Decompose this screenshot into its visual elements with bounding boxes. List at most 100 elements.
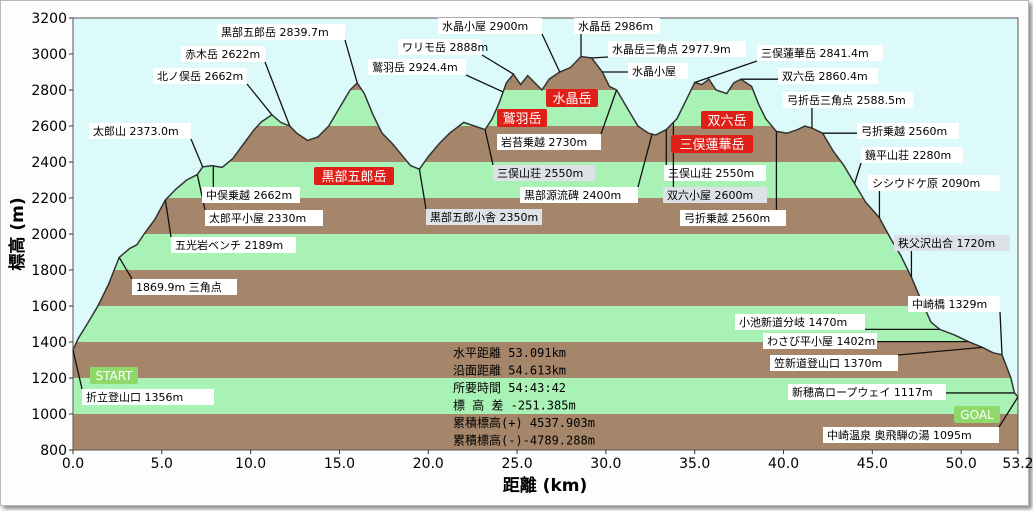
annotation-box [153, 68, 247, 84]
annotation-group: 水晶小屋 [602, 63, 688, 79]
annotation-box [438, 18, 542, 34]
annotation-box [497, 134, 601, 150]
annotation-box [663, 187, 767, 203]
annotation-group: 中崎温泉 奥飛騨の湯 1095m [823, 396, 1019, 443]
annotation-group: 鷲羽岳 2924.4m [368, 59, 504, 93]
annotation-box [398, 39, 482, 55]
x-tick-label: 35.0 [679, 456, 710, 472]
peak-highlight-label: 水晶岳 [546, 89, 598, 107]
annotation-label: 折立登山口 1356m [86, 390, 183, 404]
annotation-box [89, 123, 191, 139]
annotation-label: わさび平小屋 1402m [767, 335, 875, 348]
goal-box [954, 406, 1000, 423]
annotations: 折立登山口 1356m 1869.9m 三角点 五光岩ベンチ 2189m 太郎平小屋 … [72, 18, 1019, 443]
annotation-group: 双六小屋 2600m [663, 122, 767, 203]
annotation-box [664, 165, 766, 181]
stats-line: 沿面距離 54.613km [453, 364, 566, 378]
annotation-group: 1869.9m 三角点 [118, 257, 237, 295]
leader-line [465, 74, 504, 93]
annotation-group: 中崎橋 1329m [908, 296, 1003, 355]
annotation-label: 小池新道分岐 1470m [739, 315, 847, 329]
annotation-box [574, 18, 660, 34]
leader-line [484, 129, 494, 166]
annotation-group: 秩父沢出合 1720m [894, 235, 1010, 278]
annotation-box [680, 210, 786, 226]
annotation-group: 笠新道登山口 1370m [770, 346, 983, 371]
annotation-group: 鏡平山荘 2280m [853, 147, 963, 184]
start-box [90, 367, 138, 384]
annotation-label: 中崎温泉 奥飛騨の湯 1095m [827, 428, 972, 442]
annotation-group: 北ノ俣岳 2662m [153, 68, 273, 116]
peak-highlight-text: 三俣蓮華岳 [679, 138, 744, 153]
leader-line [600, 89, 618, 135]
annotation-label: 北ノ俣岳 2662m [157, 69, 243, 83]
x-tick-label: 30.0 [590, 456, 621, 472]
peak-highlight-text: 黒部五郎岳 [321, 170, 386, 185]
stats-line: 水平距離 53.091km [453, 346, 566, 360]
annotation-group: 黒部源流碑 2400m [520, 133, 653, 203]
leader-line [118, 257, 133, 280]
annotation-box [493, 165, 595, 181]
leader-line [418, 169, 427, 210]
annotation-label: 太郎平小屋 2330m [209, 211, 306, 225]
x-tick-label: 5.0 [151, 456, 173, 472]
x-tick-label: 10.0 [235, 456, 266, 472]
annotation-label: 1869.9m 三角点 [136, 281, 222, 294]
leader-line [190, 138, 204, 168]
annotation-label: 中崎橋 1329m [912, 297, 987, 311]
annotation-label: 三俣蓮華岳 2841.4m [761, 46, 869, 60]
annotation-label: 太郎山 2373.0m [93, 124, 179, 138]
leader-line [164, 199, 172, 238]
annotation-group: 小池新道分岐 1470m [735, 314, 940, 331]
stats-line: 累積標高(-)-4789.288m [453, 433, 595, 448]
annotation-label: 弓折乗越 2560m [684, 211, 770, 225]
y-tick-label: 3200 [31, 11, 67, 27]
x-axis-title: 距離 (km) [503, 475, 587, 496]
y-axis-title: 標高 (m) [7, 197, 28, 270]
annotation-label: 黒部源流碑 2400m [524, 188, 621, 202]
annotation-box [205, 210, 323, 226]
annotation-box [763, 333, 877, 349]
axes: 0.0 5.0 10.0 15.0 20.0 25.0 30.0 35.0 40.0 45.0 50… [31, 11, 1033, 472]
y-tick-label: 1600 [31, 299, 67, 315]
annotation-label: 鏡平山荘 2280m [865, 148, 951, 162]
x-tick-label: 15.0 [324, 456, 355, 472]
goal-label: GOAL [954, 406, 1000, 423]
annotation-group: 水晶岳 2986m [574, 18, 660, 57]
annotation-box [778, 68, 878, 84]
leader-line [246, 83, 273, 116]
annotation-group: 黒部五郎小舎 2350m [418, 169, 542, 225]
start-label: START [90, 367, 138, 384]
annotation-box [861, 147, 963, 163]
annotation-label: 弓折岳三角点 2588.5m [787, 93, 906, 107]
peak-highlight-box [546, 89, 598, 107]
peak-highlight-text: 鷲羽岳 [502, 112, 541, 127]
route-stats: 水平距離 53.091km 沿面距離 54.613km 所要時間 54:43:42 標… [453, 346, 595, 448]
annotation-label: 水晶小屋 [632, 65, 676, 78]
annotation-label: 三俣山荘 2550m [668, 166, 754, 180]
annotation-box [857, 123, 959, 139]
y-tick-label: 2000 [31, 227, 67, 243]
annotation-box [908, 296, 1000, 312]
annotation-label: 双六岳 2860.4m [782, 70, 868, 83]
stats-line: 累積標高(+) 4537.903m [453, 415, 595, 430]
annotation-group: 赤木岳 2622m [181, 46, 291, 127]
annotation-label: 鷲羽岳 2924.4m [372, 60, 458, 74]
annotation-group: 太郎山 2373.0m [89, 123, 204, 168]
x-tick-label: 20.0 [413, 456, 444, 472]
annotation-group: ワリモ岳 2888m [398, 39, 514, 75]
leader-line [72, 349, 83, 390]
peak-highlight-label: 双六岳 [701, 111, 753, 129]
y-tick-label: 1000 [31, 407, 67, 423]
annotation-group: シシウドケ原 2090m [868, 175, 1000, 218]
x-tick-label: 0.0 [62, 456, 84, 472]
annotation-box [868, 175, 1000, 191]
peak-highlight-box [314, 167, 394, 185]
annotation-group: 三俣山荘 2550m [664, 129, 766, 181]
annotation-label: 水晶小屋 2900m [442, 20, 528, 33]
annotation-label: 五光岩ベンチ 2189m [175, 238, 283, 252]
annotation-box [735, 314, 865, 330]
